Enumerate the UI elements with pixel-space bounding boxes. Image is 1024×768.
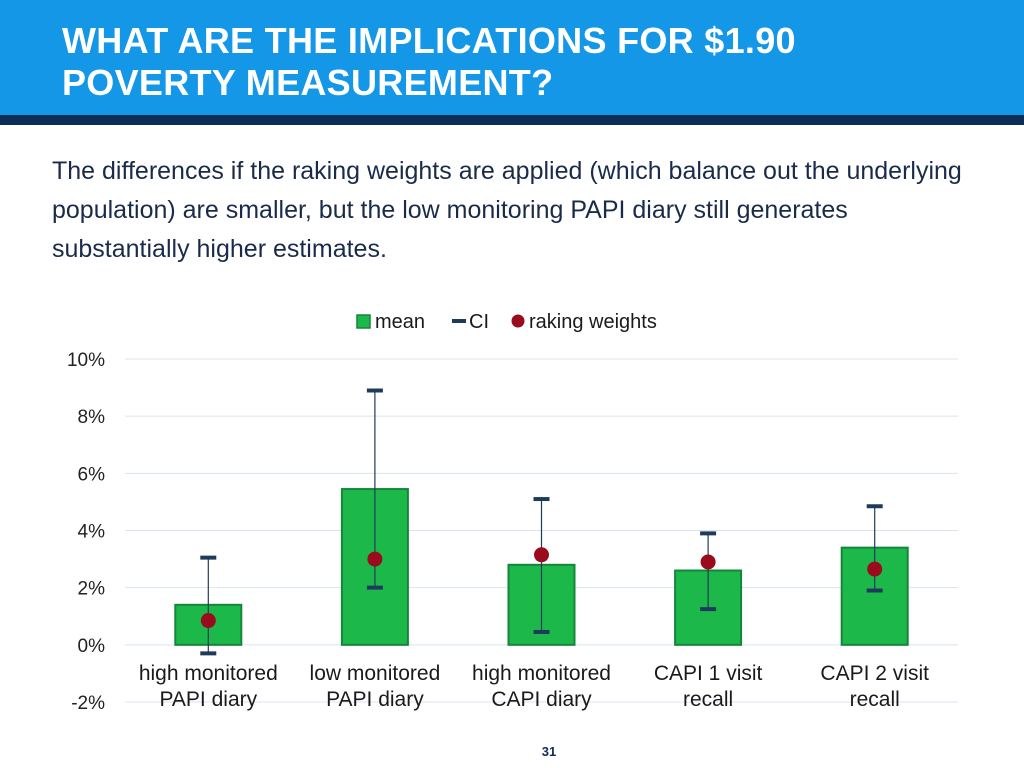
header-rule <box>0 115 1024 125</box>
y-tick-label: 2% <box>78 579 106 600</box>
page-number: 31 <box>541 744 557 759</box>
raking-weight-point <box>367 551 383 567</box>
y-tick-label: 4% <box>78 522 106 543</box>
x-category-label: CAPI diary <box>491 688 592 711</box>
x-category-label: PAPI diary <box>326 688 424 711</box>
x-category-label: high monitored <box>472 662 611 685</box>
x-category-label: high monitored <box>139 662 278 685</box>
x-category-label: CAPI 1 visit <box>654 662 763 685</box>
legend-raking-label: raking weights <box>529 311 657 333</box>
legend-raking-swatch <box>511 314 525 328</box>
raking-weight-point <box>700 554 716 570</box>
slide-title-line-2: POVERTY MEASUREMENT? <box>62 62 554 103</box>
y-tick-label: 8% <box>78 407 106 428</box>
legend-ci-label: CI <box>469 311 489 333</box>
slide-body-text: The differences if the raking weights ar… <box>52 157 962 263</box>
raking-weight-point <box>534 547 549 563</box>
x-category-label: low monitored <box>310 662 441 685</box>
y-tick-label: 10% <box>67 350 105 371</box>
slide-title: WHAT ARE THE IMPLICATIONS FOR $1.90 POVE… <box>62 20 1002 104</box>
bar-chart: -2% 0% 2% 4% 6% 8% 10% high monitored PAPI diary… <box>67 311 958 714</box>
legend-mean-label: mean <box>375 311 425 333</box>
raking-weight-point <box>867 561 883 577</box>
slide-title-line-1: WHAT ARE THE IMPLICATIONS FOR $1.90 <box>62 20 796 61</box>
x-category-label: CAPI 2 visit <box>820 662 929 685</box>
x-category-label: recall <box>850 688 900 711</box>
y-tick-label: 0% <box>78 636 106 657</box>
x-category-label: recall <box>683 688 733 711</box>
y-tick-label: -2% <box>71 693 105 714</box>
x-category-label: PAPI diary <box>159 688 257 711</box>
raking-weight-point <box>200 613 216 629</box>
y-tick-label: 6% <box>78 464 106 485</box>
header-bar <box>0 0 1024 115</box>
legend-mean-swatch <box>356 314 371 329</box>
